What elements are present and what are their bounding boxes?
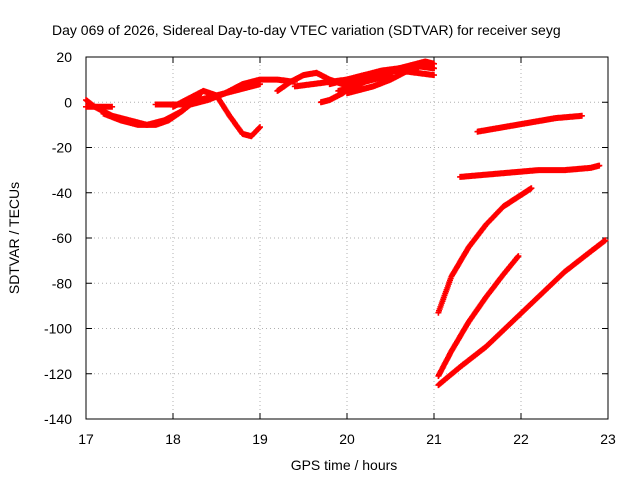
plus-markers (335, 58, 437, 94)
x-tick-label: 17 (78, 431, 94, 447)
x-tick-label: 18 (165, 431, 181, 447)
y-tick-label: -120 (44, 366, 72, 382)
y-tick-label: -100 (44, 321, 72, 337)
plus-markers (457, 162, 603, 180)
y-tick-label: -60 (52, 230, 72, 246)
series-track (335, 58, 437, 94)
y-tick-label: -20 (52, 140, 72, 156)
plus-markers (435, 237, 609, 389)
y-tick-label: 0 (64, 94, 72, 110)
y-tick-label: -140 (44, 411, 72, 427)
series-track (344, 63, 437, 97)
series-track (435, 253, 522, 379)
y-axis-label: SDTVAR / TECUs (6, 182, 22, 294)
x-tick-label: 20 (339, 431, 355, 447)
plus-markers (344, 63, 437, 97)
series-track (474, 112, 585, 135)
series-track (196, 81, 263, 103)
plus-markers (435, 253, 522, 379)
y-tick-label: -40 (52, 185, 72, 201)
chart-title: Day 069 of 2026, Sidereal Day-to-day VTE… (52, 22, 561, 38)
plus-markers (196, 81, 263, 103)
x-tick-label: 21 (426, 431, 442, 447)
x-tick-label: 19 (252, 431, 268, 447)
series-track (457, 162, 603, 180)
series-track (435, 185, 535, 316)
plus-markers (435, 185, 535, 316)
grid-lines (86, 57, 608, 419)
plus-markers (474, 112, 585, 135)
y-tick-label: -80 (52, 275, 72, 291)
x-tick-label: 23 (600, 431, 616, 447)
series-track (83, 103, 116, 110)
x-tick-label: 22 (513, 431, 529, 447)
data-points (83, 58, 609, 389)
x-axis-label: GPS time / hours (291, 457, 398, 473)
y-tick-label: 20 (56, 49, 72, 65)
series-track (435, 237, 609, 389)
plus-markers (83, 103, 116, 110)
axis-ticks: 20 0 -20 -40 -60 -80 -100 -120 -140 17 18 19 20 21 22 2… (44, 49, 616, 447)
